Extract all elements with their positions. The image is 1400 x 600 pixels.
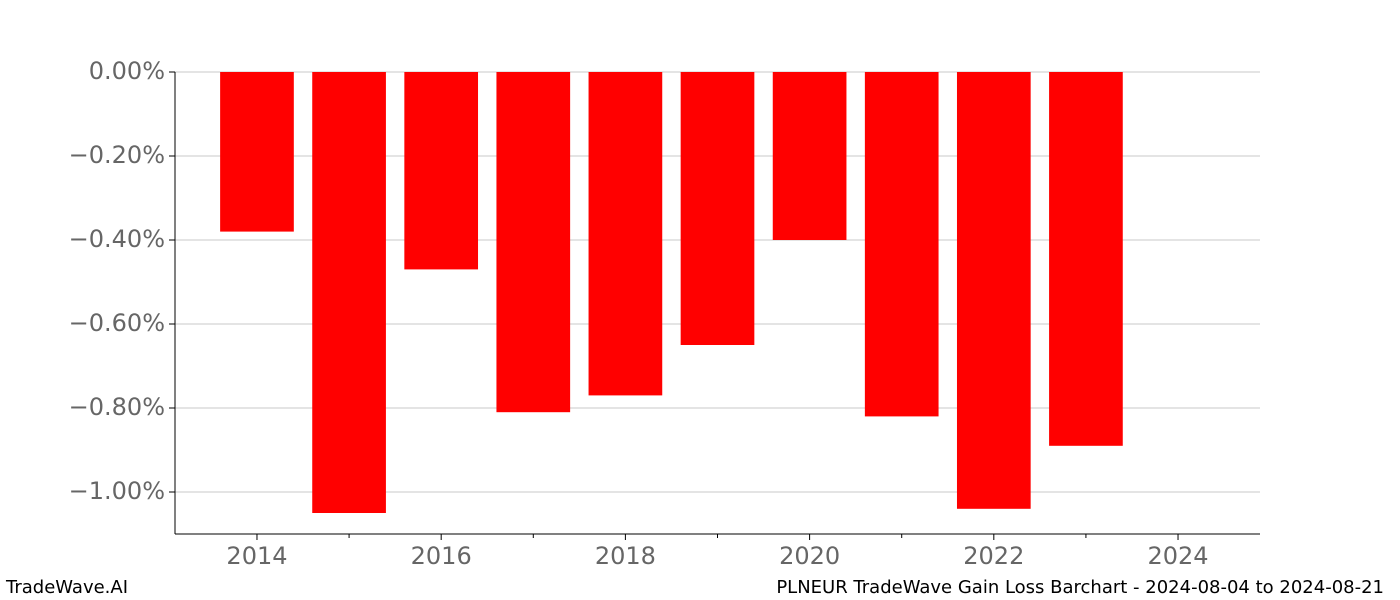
bar <box>772 72 847 240</box>
x-tick-label: 2018 <box>595 542 656 570</box>
y-tick-label: −1.00% <box>69 477 165 505</box>
watermark: TradeWave.AI <box>5 577 128 598</box>
bar <box>588 72 663 396</box>
x-tick-label: 2020 <box>779 542 840 570</box>
x-tick-label: 2016 <box>411 542 472 570</box>
bar <box>1049 72 1123 446</box>
chart-title: PLNEUR TradeWave Gain Loss Barchart - 20… <box>776 577 1384 598</box>
bar <box>312 72 386 513</box>
y-tick-label: −0.40% <box>69 225 165 253</box>
bar <box>864 72 939 417</box>
bar <box>220 72 294 232</box>
y-tick-label: 0.00% <box>89 57 165 85</box>
bar <box>956 72 1031 509</box>
x-tick-label: 2022 <box>963 542 1024 570</box>
y-tick-label: −0.60% <box>69 309 165 337</box>
x-tick-label: 2014 <box>226 542 287 570</box>
bar <box>680 72 755 345</box>
bar <box>496 72 571 413</box>
y-tick-label: −0.80% <box>69 393 165 421</box>
y-tick-label: −0.20% <box>69 141 165 169</box>
x-tick-label: 2024 <box>1147 542 1208 570</box>
bar <box>404 72 479 270</box>
